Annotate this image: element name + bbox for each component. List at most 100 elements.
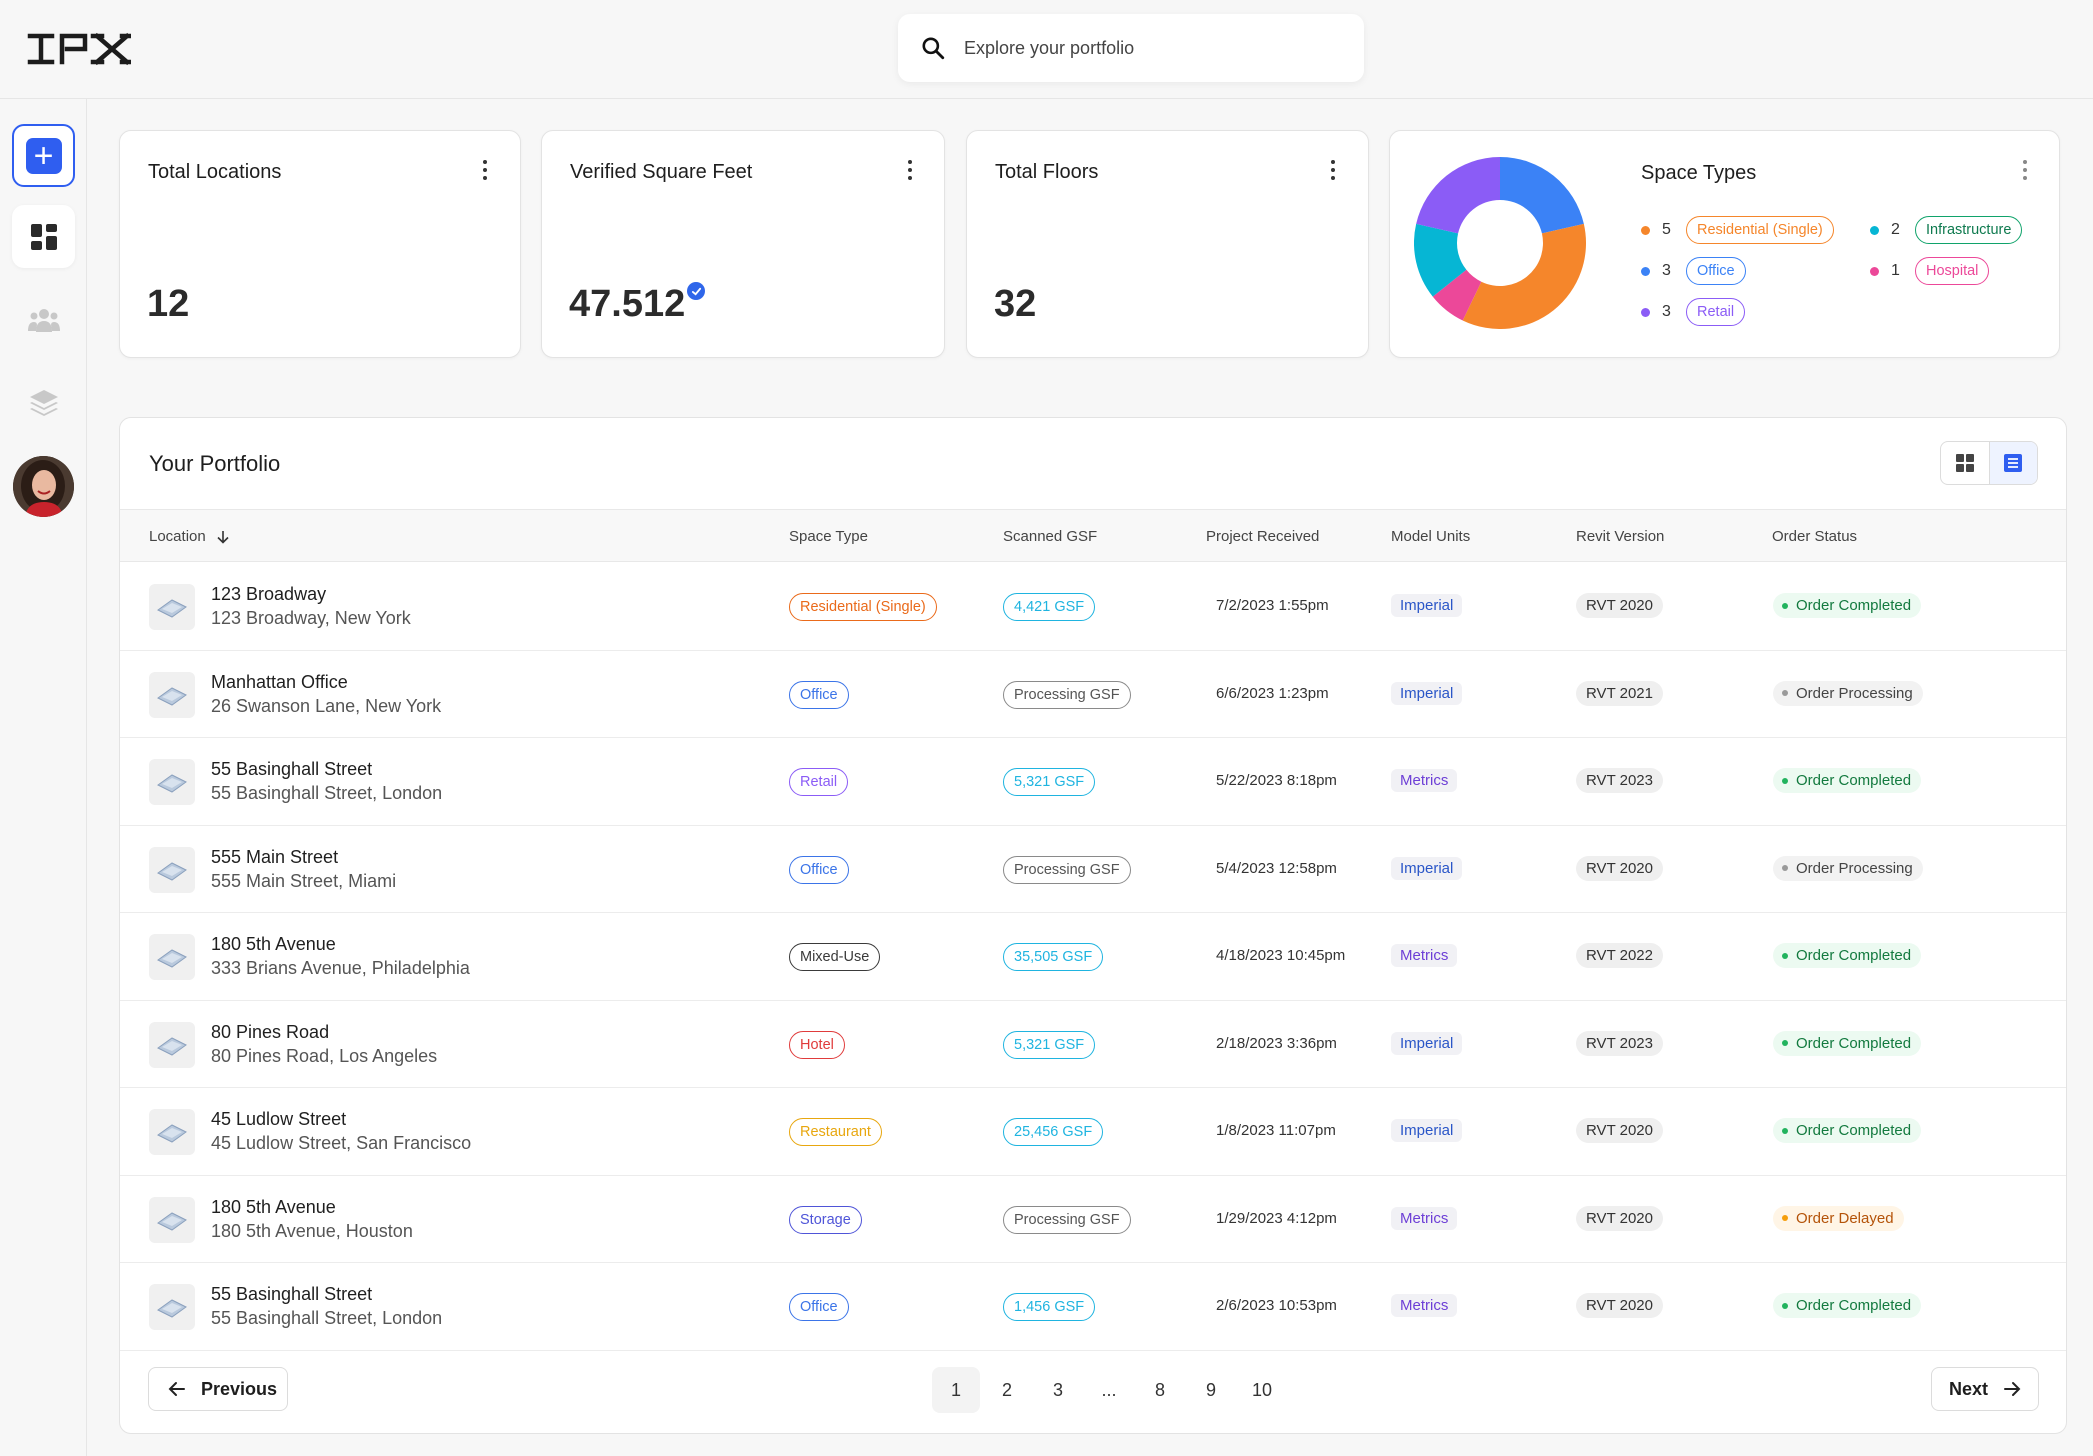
location-name[interactable]: 55 Basinghall Street xyxy=(211,1284,373,1304)
scanned-gsf-badge: 35,505 GSF xyxy=(1003,943,1104,971)
stat-card-verified-sqft: Verified Square Feet 47.512 xyxy=(541,130,945,358)
table-row[interactable]: 80 Pines Road 80 Pines Road, Los Angeles H… xyxy=(120,1001,2066,1088)
project-received-date: 1/29/2023 4:12pm xyxy=(1216,1209,1337,1227)
column-model-units[interactable]: Model Units xyxy=(1391,528,1471,545)
column-order-status[interactable]: Order Status xyxy=(1772,528,1858,545)
legend-dot xyxy=(1641,225,1650,235)
space-type-badge: Mixed-Use xyxy=(789,943,881,971)
column-space-type[interactable]: Space Type xyxy=(789,528,868,545)
page-number-2[interactable]: 2 xyxy=(1001,1379,1012,1400)
list-view-button[interactable] xyxy=(1989,442,2037,484)
location-name[interactable]: 45 Ludlow Street xyxy=(211,1109,347,1129)
project-received-date: 5/4/2023 12:58pm xyxy=(1216,859,1337,877)
scanned-gsf-badge: Processing GSF xyxy=(1003,680,1131,709)
layers-icon xyxy=(29,389,58,416)
legend-dot xyxy=(1641,266,1650,276)
table-row[interactable]: 123 Broadway 123 Broadway, New York Reside… xyxy=(120,563,2066,651)
sidebar-item-team[interactable] xyxy=(12,288,75,351)
legend-dot xyxy=(1870,225,1879,235)
space-type-badge: Hotel xyxy=(789,1030,845,1059)
location-name[interactable]: 555 Main Street xyxy=(211,846,339,867)
table-row[interactable]: 45 Ludlow Street 45 Ludlow Street, San Fr… xyxy=(120,1088,2066,1176)
add-button[interactable]: + xyxy=(12,124,75,187)
order-status-badge: Order Processing xyxy=(1773,680,1923,706)
scanned-gsf-badge: 25,456 GSF xyxy=(1003,1118,1104,1146)
add-icon: + xyxy=(25,137,62,174)
space-type-badge: Residential (Single) xyxy=(789,593,937,621)
status-label: Order Delayed xyxy=(1796,1209,1894,1227)
page-number-3[interactable]: 3 xyxy=(1052,1379,1063,1400)
page-number-9[interactable]: 9 xyxy=(1205,1379,1216,1400)
donut-slice-infrastructure[interactable] xyxy=(1414,223,1467,297)
legend-count: 1 xyxy=(1891,262,1900,279)
grid-view-button[interactable] xyxy=(1941,442,1990,484)
donut-slice-retail[interactable] xyxy=(1416,157,1500,234)
search-icon xyxy=(922,37,945,60)
page-number-1[interactable]: 1 xyxy=(932,1367,980,1413)
space-type-legend-item: 2 Infrastructure xyxy=(1870,216,2023,244)
order-status-badge: Order Completed xyxy=(1773,943,1922,968)
status-dot xyxy=(1782,1127,1788,1134)
page-number-8[interactable]: 8 xyxy=(1154,1379,1165,1400)
space-type-badge: Storage xyxy=(789,1205,862,1234)
page-number-10[interactable]: 10 xyxy=(1251,1379,1273,1400)
table-row[interactable]: 555 Main Street 555 Main Street, Miami Off… xyxy=(120,826,2066,913)
table-row[interactable]: 55 Basinghall Street 55 Basinghall Street… xyxy=(120,738,2066,826)
more-options-icon[interactable] xyxy=(900,157,920,183)
donut-slice-office[interactable] xyxy=(1500,157,1584,234)
sidebar-item-dashboard[interactable] xyxy=(12,205,75,268)
revit-version-badge: RVT 2020 xyxy=(1576,1118,1663,1143)
sidebar-item-layers[interactable] xyxy=(12,371,75,434)
stat-title: Verified Square Feet xyxy=(570,161,753,183)
search-input[interactable]: Explore your portfolio xyxy=(964,37,1135,58)
table-row[interactable]: Manhattan Office 26 Swanson Lane, New Yor… xyxy=(120,651,2066,738)
column-scanned-gsf[interactable]: Scanned GSF xyxy=(1003,528,1098,545)
location-name[interactable]: 180 5th Avenue xyxy=(211,934,336,954)
status-dot xyxy=(1782,690,1788,696)
status-dot xyxy=(1782,1040,1788,1046)
order-status-badge: Order Processing xyxy=(1773,855,1923,881)
more-options-icon[interactable] xyxy=(1323,157,1343,183)
page-ellipsis: ... xyxy=(1101,1379,1117,1400)
donut-slice-hospital[interactable] xyxy=(1432,269,1482,321)
location-name[interactable]: 80 Pines Road xyxy=(211,1021,330,1042)
location-address: 555 Main Street, Miami xyxy=(211,870,397,891)
portfolio-title: Your Portfolio xyxy=(149,451,281,476)
location-name[interactable]: 180 5th Avenue xyxy=(211,1196,336,1217)
location-name[interactable]: Manhattan Office xyxy=(211,671,348,692)
revit-version-badge: RVT 2023 xyxy=(1576,768,1663,793)
project-received-date: 2/18/2023 3:36pm xyxy=(1216,1034,1337,1052)
location-address: 333 Brians Avenue, Philadelphia xyxy=(211,958,470,978)
space-type-legend-item: 3 Retail xyxy=(1641,298,1746,326)
column-location[interactable]: Location xyxy=(149,528,230,545)
project-received-date: 4/18/2023 10:45pm xyxy=(1216,947,1346,964)
ipx-logo[interactable] xyxy=(27,32,131,66)
search-bar[interactable]: Explore your portfolio xyxy=(898,14,1364,82)
location-name[interactable]: 123 Broadway xyxy=(211,584,327,604)
model-units-badge: Imperial xyxy=(1391,1031,1463,1055)
donut-slice-residential-single[interactable] xyxy=(1462,223,1586,329)
legend-pill: Infrastructure xyxy=(1915,216,2023,244)
more-options-icon[interactable] xyxy=(475,157,495,183)
order-status-badge: Order Completed xyxy=(1773,1030,1922,1056)
location-name[interactable]: 55 Basinghall Street xyxy=(211,759,373,779)
revit-version-badge: RVT 2020 xyxy=(1576,1205,1663,1231)
space-types-title: Space Types xyxy=(1641,162,1757,184)
column-revit-version[interactable]: Revit Version xyxy=(1576,528,1665,545)
space-type-badge: Office xyxy=(789,680,849,709)
next-button[interactable]: Next xyxy=(1931,1367,2039,1411)
table-row[interactable]: 180 5th Avenue 180 5th Avenue, Houston Sto… xyxy=(120,1176,2066,1263)
arrow-right-icon xyxy=(2004,1382,2021,1396)
legend-pill: Retail xyxy=(1686,298,1746,326)
user-avatar[interactable] xyxy=(13,456,74,517)
revit-version-badge: RVT 2022 xyxy=(1576,943,1663,968)
more-options-icon[interactable] xyxy=(2015,157,2035,183)
avatar-image xyxy=(13,456,74,517)
column-project-received[interactable]: Project Received xyxy=(1206,528,1320,545)
table-row[interactable]: 180 5th Avenue 333 Brians Avenue, Philade… xyxy=(120,913,2066,1001)
previous-button[interactable]: Previous xyxy=(148,1367,288,1411)
model-units-badge: Imperial xyxy=(1391,681,1463,705)
table-row[interactable]: 55 Basinghall Street 55 Basinghall Street… xyxy=(120,1263,2066,1351)
arrow-left-icon xyxy=(168,1382,185,1396)
status-label: Order Completed xyxy=(1796,772,1912,789)
